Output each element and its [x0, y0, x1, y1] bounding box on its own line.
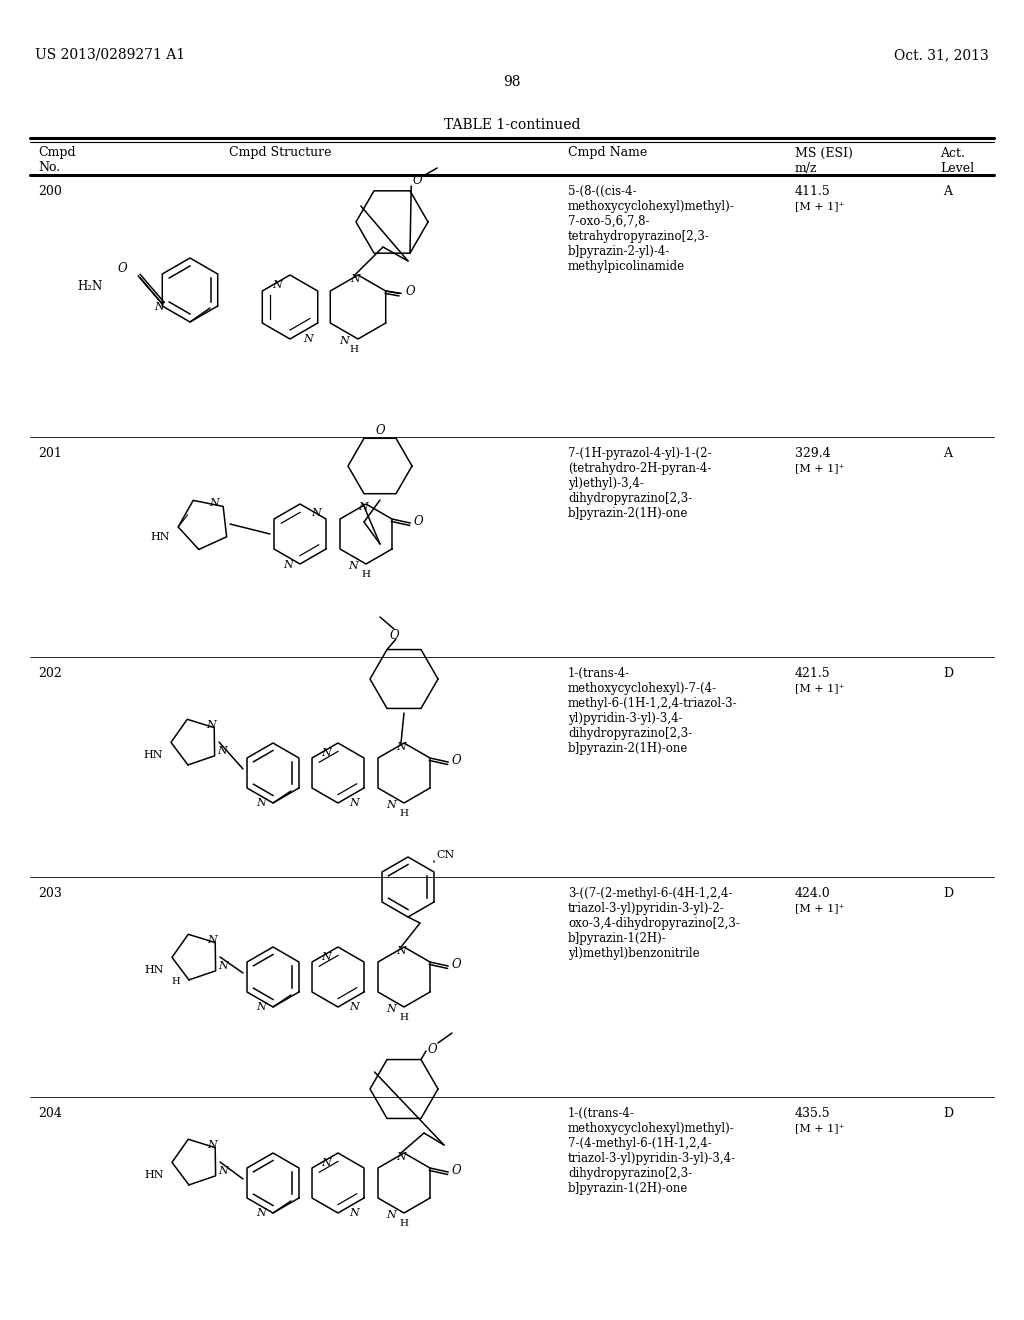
Text: H: H [349, 345, 358, 354]
Text: N: N [217, 746, 226, 756]
Text: 411.5: 411.5 [795, 185, 830, 198]
Text: Cmpd
No.: Cmpd No. [38, 147, 76, 174]
Text: O: O [452, 754, 462, 767]
Text: N: N [386, 1210, 395, 1220]
Text: N: N [349, 1002, 359, 1012]
Text: N: N [348, 561, 357, 572]
Text: N: N [256, 799, 266, 808]
Text: H: H [399, 809, 409, 818]
Text: N: N [396, 742, 406, 751]
Text: N: N [311, 508, 322, 519]
Text: N: N [339, 335, 348, 346]
Text: H: H [399, 1218, 409, 1228]
Text: HN: HN [144, 965, 164, 975]
Text: 424.0: 424.0 [795, 887, 830, 900]
Text: US 2013/0289271 A1: US 2013/0289271 A1 [35, 48, 185, 62]
Text: HN: HN [144, 1170, 164, 1180]
Text: [M + 1]⁺: [M + 1]⁺ [795, 463, 845, 473]
Text: N: N [272, 280, 283, 290]
Text: N: N [358, 503, 368, 512]
Text: N: N [256, 1002, 266, 1012]
Text: O: O [406, 285, 415, 298]
Text: N: N [303, 334, 312, 345]
Text: N: N [350, 275, 359, 284]
Text: N: N [218, 1166, 227, 1176]
Text: O: O [427, 1043, 437, 1056]
Text: 421.5: 421.5 [795, 667, 830, 680]
Text: [M + 1]⁺: [M + 1]⁺ [795, 201, 845, 211]
Text: 200: 200 [38, 185, 61, 198]
Text: 98: 98 [503, 75, 521, 88]
Text: Cmpd Name: Cmpd Name [568, 147, 647, 158]
Text: 202: 202 [38, 667, 61, 680]
Text: Oct. 31, 2013: Oct. 31, 2013 [894, 48, 989, 62]
Text: 329.4: 329.4 [795, 447, 830, 459]
Text: O: O [413, 174, 422, 187]
Text: N: N [386, 800, 395, 810]
Text: N: N [207, 935, 217, 945]
Text: N: N [206, 719, 216, 730]
Text: O: O [118, 261, 127, 275]
Text: 7-(1H-pyrazol-4-yl)-1-(2-
(tetrahydro-2H-pyran-4-
yl)ethyl)-3,4-
dihydropyrazino: 7-(1H-pyrazol-4-yl)-1-(2- (tetrahydro-2H… [568, 447, 712, 520]
Text: H: H [399, 1012, 409, 1022]
Text: N: N [207, 1140, 217, 1150]
Text: [M + 1]⁺: [M + 1]⁺ [795, 682, 845, 693]
Text: 204: 204 [38, 1107, 61, 1119]
Text: H₂N: H₂N [77, 280, 102, 293]
Text: A: A [943, 447, 952, 459]
Text: [M + 1]⁺: [M + 1]⁺ [795, 1123, 845, 1133]
Text: O: O [375, 424, 385, 437]
Text: 435.5: 435.5 [795, 1107, 830, 1119]
Text: N: N [155, 302, 164, 312]
Text: N: N [218, 961, 227, 972]
Text: O: O [389, 630, 398, 642]
Text: 1-(trans-4-
methoxycyclohexyl)-7-(4-
methyl-6-(1H-1,2,4-triazol-3-
yl)pyridin-3-: 1-(trans-4- methoxycyclohexyl)-7-(4- met… [568, 667, 737, 755]
Text: N: N [349, 799, 359, 808]
Text: O: O [452, 1164, 462, 1177]
Text: N: N [209, 498, 219, 508]
Text: N: N [386, 1005, 395, 1014]
Text: TABLE 1-continued: TABLE 1-continued [443, 117, 581, 132]
Text: Act.
Level: Act. Level [940, 147, 974, 176]
Text: N: N [322, 747, 331, 758]
Text: [M + 1]⁺: [M + 1]⁺ [795, 903, 845, 913]
Text: 201: 201 [38, 447, 61, 459]
Text: HN: HN [151, 532, 170, 543]
Text: N: N [396, 945, 406, 956]
Text: D: D [943, 887, 953, 900]
Text: CN: CN [436, 850, 455, 861]
Text: 203: 203 [38, 887, 61, 900]
Text: N: N [322, 952, 331, 961]
Text: N: N [322, 1158, 331, 1167]
Text: H: H [172, 977, 180, 986]
Text: H: H [361, 570, 371, 579]
Text: N: N [349, 1209, 359, 1218]
Text: D: D [943, 667, 953, 680]
Text: 1-((trans-4-
methoxycyclohexyl)methyl)-
7-(4-methyl-6-(1H-1,2,4-
triazol-3-yl)py: 1-((trans-4- methoxycyclohexyl)methyl)- … [568, 1107, 736, 1195]
Text: HN: HN [143, 750, 163, 760]
Text: O: O [452, 958, 462, 972]
Text: A: A [943, 185, 952, 198]
Text: N: N [284, 560, 293, 569]
Text: 3-((7-(2-methyl-6-(4H-1,2,4-
triazol-3-yl)pyridin-3-yl)-2-
oxo-3,4-dihydropyrazi: 3-((7-(2-methyl-6-(4H-1,2,4- triazol-3-y… [568, 887, 740, 960]
Text: O: O [414, 515, 424, 528]
Text: MS (ESI)
m/z: MS (ESI) m/z [795, 147, 853, 176]
Text: Cmpd Structure: Cmpd Structure [228, 147, 331, 158]
Text: N: N [396, 1151, 406, 1162]
Text: N: N [256, 1209, 266, 1218]
Text: 5-(8-((cis-4-
methoxycyclohexyl)methyl)-
7-oxo-5,6,7,8-
tetrahydropyrazino[2,3-
: 5-(8-((cis-4- methoxycyclohexyl)methyl)-… [568, 185, 735, 273]
Text: D: D [943, 1107, 953, 1119]
